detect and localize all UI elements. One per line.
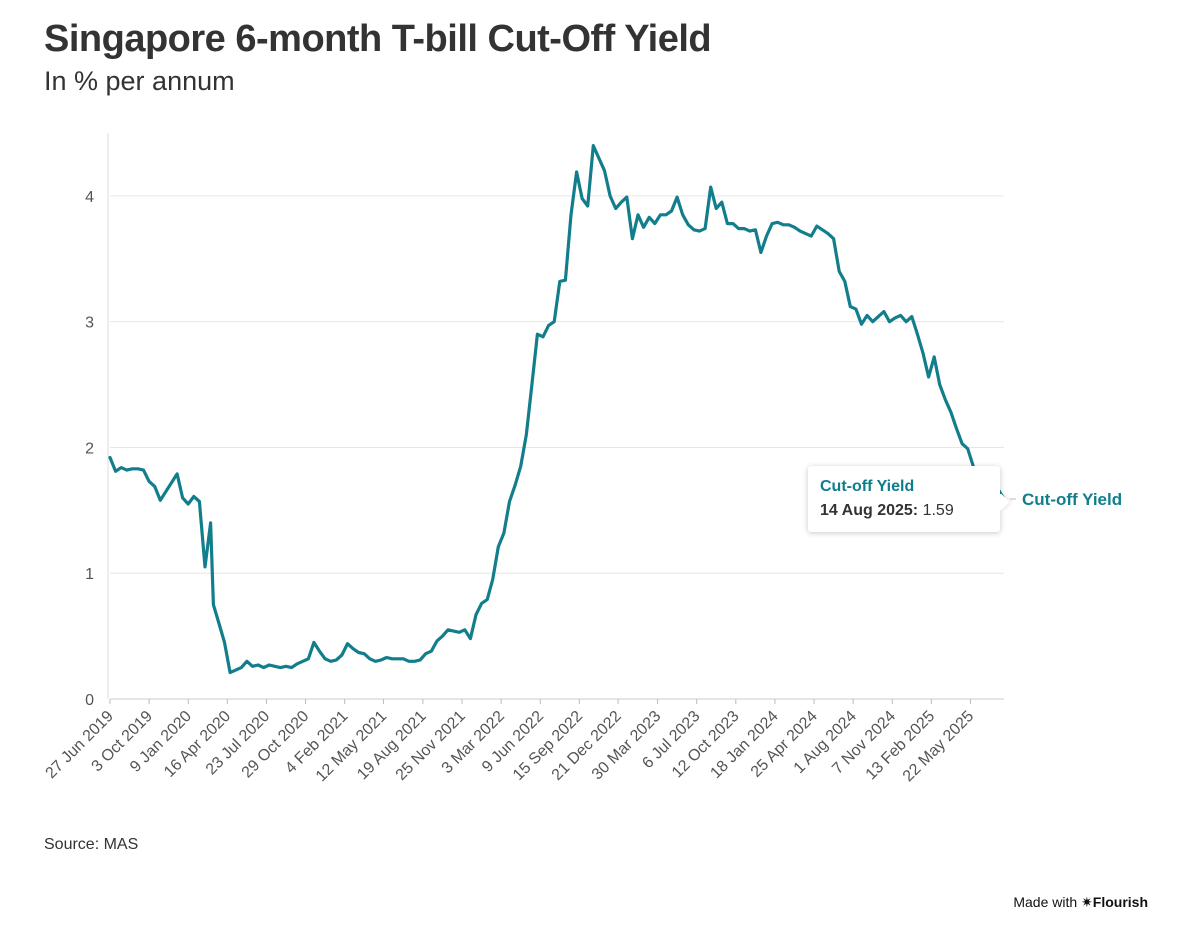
y-tick-label: 4 (85, 189, 94, 206)
y-tick-label: 3 (85, 315, 94, 332)
tooltip: Cut-off Yield 14 Aug 2025: 1.59 (808, 466, 1000, 532)
y-tick-label: 0 (85, 692, 94, 709)
tooltip-series: Cut-off Yield (820, 478, 915, 495)
y-axis: 0 1 2 3 4 (85, 189, 94, 709)
flourish-logo: ✷Flourish (1081, 894, 1148, 910)
made-with-flourish[interactable]: Made with ✷Flourish (1013, 894, 1148, 911)
chart-subtitle: In % per annum (44, 66, 235, 96)
tooltip-date: 14 Aug 2025: (820, 502, 919, 519)
series-line (108, 144, 1006, 675)
series-end-label: Cut-off Yield (1022, 490, 1122, 509)
made-with-label: Made with (1013, 894, 1078, 910)
y-tick-label: 1 (85, 566, 94, 583)
grid-lines (107, 133, 1004, 700)
series-layer: Cut-off Yield (108, 144, 1122, 675)
source-note: Source: MAS (44, 836, 139, 853)
tooltip-value: 1.59 (922, 502, 954, 519)
y-tick-label: 2 (85, 440, 94, 457)
chart-title: Singapore 6-month T-bill Cut-Off Yield (44, 18, 712, 60)
